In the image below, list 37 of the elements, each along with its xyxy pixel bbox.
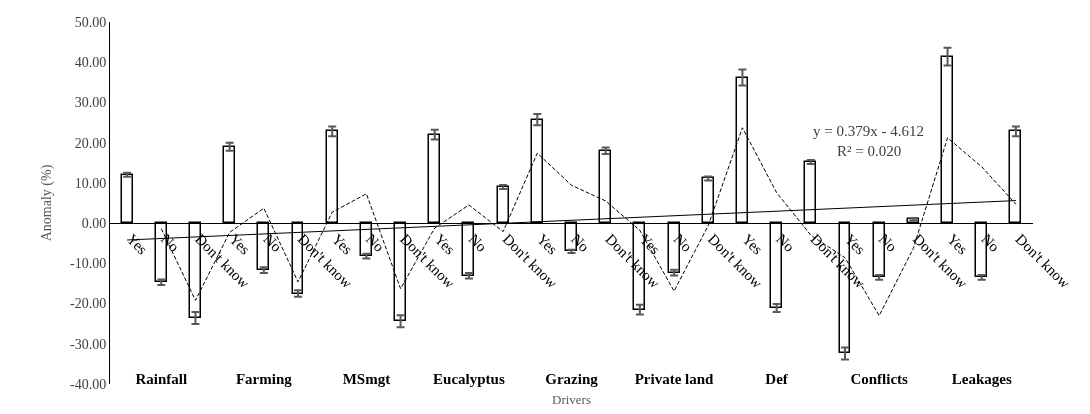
y-tick-label: -30.00 [70, 336, 107, 352]
x-tick-label: No [465, 230, 490, 256]
y-tick-label: -10.00 [70, 256, 107, 272]
x-tick-label: No [568, 230, 593, 256]
y-tick-label: 10.00 [74, 175, 107, 191]
x-tick-label: Yes [226, 230, 254, 258]
y-tick-label: 0.00 [81, 216, 107, 232]
annotation: Farming [235, 370, 293, 387]
y-axis-title: Anomaly (%) [38, 164, 55, 242]
x-tick-label: Yes [123, 230, 151, 258]
y-tick-label: -20.00 [70, 296, 107, 312]
annotation: Leakages [951, 370, 1012, 387]
annotation: Grazing [545, 370, 599, 387]
x-axis-title: Drivers [552, 392, 591, 407]
annotation: Private land [634, 370, 715, 387]
annotation: Eucalyptus [433, 370, 505, 387]
x-tick-label: Yes [636, 230, 664, 258]
x-tick-label: Yes [431, 230, 459, 258]
annotation: Conflicts [850, 370, 909, 387]
x-tick-label: Yes [944, 230, 971, 258]
annotation: MSmgt [342, 370, 391, 387]
y-tick-label: -40.00 [70, 376, 107, 392]
x-tick-label: No [978, 230, 1003, 256]
x-tick-label: No [773, 230, 798, 256]
y-tick-label: 20.00 [74, 135, 107, 151]
annotation: R² = 0.020 [837, 143, 902, 159]
y-tick-label: 40.00 [74, 55, 107, 71]
x-tick-label: Yes [739, 230, 766, 258]
x-tick-label: Yes [328, 230, 356, 258]
x-tick-label: No [260, 230, 285, 256]
annotation: Rainfall [135, 370, 188, 387]
x-tick-label: Yes [533, 230, 561, 258]
annotation: Def [765, 370, 789, 387]
x-tick-label: Yes [841, 230, 869, 258]
y-tick-label: 30.00 [74, 95, 107, 111]
y-tick-label: 50.00 [74, 14, 107, 30]
annotation: y = 0.379x - 4.612 [813, 123, 924, 139]
